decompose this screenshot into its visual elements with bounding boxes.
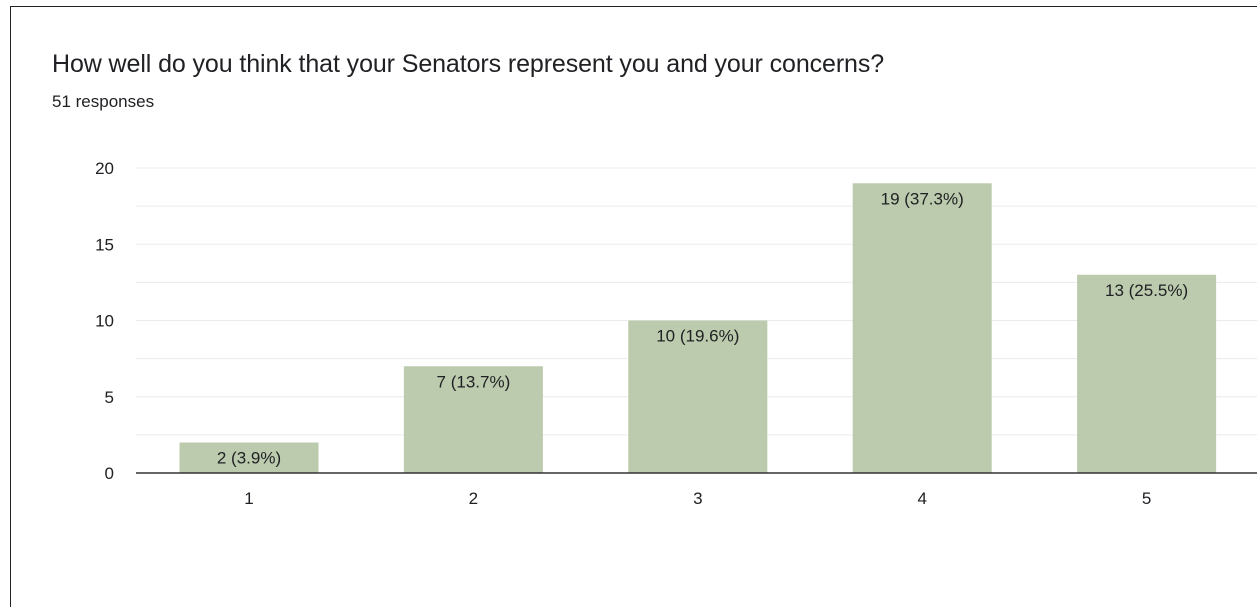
bar-2 — [403, 366, 543, 473]
x-tick-label: 1 — [244, 489, 253, 508]
x-tick-label: 4 — [917, 489, 926, 508]
chart-card — [10, 6, 1257, 607]
bar-3 — [628, 320, 768, 473]
y-tick-label: 5 — [105, 388, 114, 407]
bars — [179, 183, 1217, 473]
data-label-4: 19 (37.3%) — [881, 189, 964, 208]
bar-chart: 2 (3.9%) 7 (13.7%) 10 (19.6%) 19 (37.3%) 13 … — [95, 159, 1257, 508]
y-tick-label: 10 — [95, 312, 114, 331]
data-label-1: 2 (3.9%) — [217, 449, 281, 468]
data-label-3: 10 (19.6%) — [656, 327, 739, 346]
x-tick-label: 2 — [469, 489, 478, 508]
response-count: 51 responses — [52, 92, 155, 111]
bar-4 — [852, 183, 992, 473]
labels: 2 (3.9%) 7 (13.7%) 10 (19.6%) 19 (37.3%) 13 … — [95, 159, 1188, 508]
x-tick-label: 5 — [1142, 489, 1151, 508]
y-tick-label: 20 — [95, 159, 114, 178]
x-tick-label: 3 — [693, 489, 702, 508]
y-tick-label: 0 — [105, 464, 114, 483]
data-label-5: 13 (25.5%) — [1105, 281, 1188, 300]
data-label-2: 7 (13.7%) — [437, 372, 511, 391]
bar-5 — [1077, 274, 1217, 473]
chart-title: How well do you think that your Senators… — [52, 50, 885, 78]
y-tick-label: 15 — [95, 235, 114, 254]
bar-1 — [179, 442, 319, 473]
